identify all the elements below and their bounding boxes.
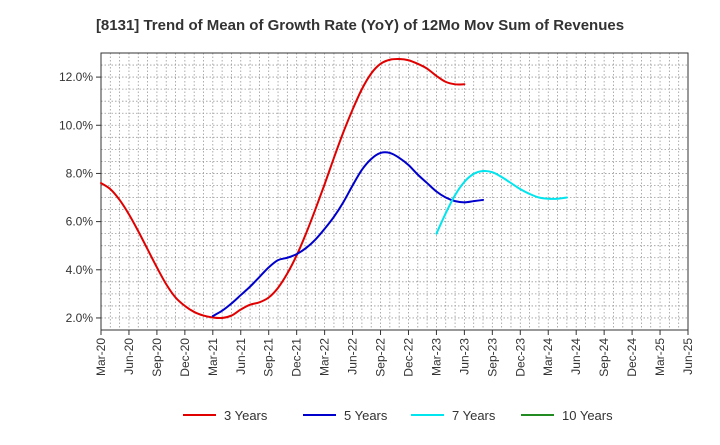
legend-item-10-years: 10 Years xyxy=(521,408,613,423)
legend-label: 7 Years xyxy=(452,408,496,423)
x-tick-label: Dec-24 xyxy=(625,338,639,377)
x-tick-label: Mar-25 xyxy=(653,338,667,376)
series-line-3-years xyxy=(100,57,466,320)
y-tick-label: 12.0% xyxy=(59,70,93,84)
x-tick-label: Jun-22 xyxy=(346,338,360,375)
x-tick-label: Sep-22 xyxy=(374,338,388,377)
legend: 3 Years 5 Years 7 Years 10 Years xyxy=(183,408,613,423)
chart-title: [8131] Trend of Mean of Growth Rate (YoY… xyxy=(96,17,624,34)
x-tick-label: Mar-21 xyxy=(206,338,220,376)
legend-item-3-years: 3 Years xyxy=(183,408,268,423)
axes: 2.0% 4.0% 6.0% 8.0% 10.0% 12.0% Mar-20 Jun-20 Se… xyxy=(59,52,695,377)
legend-label: 10 Years xyxy=(562,408,613,423)
x-tick-label: Sep-21 xyxy=(262,338,276,377)
x-tick-label: Jun-21 xyxy=(234,338,248,375)
y-tick-label: 10.0% xyxy=(59,118,93,132)
x-tick-label: Mar-20 xyxy=(94,338,108,376)
x-tick-label: Mar-23 xyxy=(429,338,443,376)
legend-item-5-years: 5 Years xyxy=(303,408,388,423)
x-tick-label: Mar-22 xyxy=(318,338,332,376)
legend-item-7-years: 7 Years xyxy=(411,408,496,423)
legend-label: 5 Years xyxy=(344,408,388,423)
x-tick-label: Dec-23 xyxy=(513,338,527,377)
x-tick-label: Dec-20 xyxy=(178,338,192,377)
x-tick-label: Jun-24 xyxy=(569,338,583,375)
x-tick-label: Jun-20 xyxy=(122,338,136,375)
x-tick-label: Sep-23 xyxy=(485,338,499,377)
series-line-7-years xyxy=(435,169,568,235)
x-tick-label: Sep-20 xyxy=(150,338,164,377)
x-tick-label: Dec-22 xyxy=(401,338,415,377)
y-tick-label: 8.0% xyxy=(66,166,94,180)
plot-border xyxy=(100,52,689,331)
x-tick-label: Jun-23 xyxy=(457,338,471,375)
x-tick-label: Sep-24 xyxy=(597,338,611,377)
plot-area xyxy=(101,53,688,330)
legend-label: 3 Years xyxy=(224,408,268,423)
x-tick-label: Mar-24 xyxy=(541,338,555,376)
series-line-5-years xyxy=(211,151,485,318)
grid xyxy=(101,53,688,330)
x-tick-label: Dec-21 xyxy=(290,338,304,377)
y-tick-label: 4.0% xyxy=(66,263,94,277)
y-tick-label: 6.0% xyxy=(66,215,94,229)
y-tick-label: 2.0% xyxy=(66,311,94,325)
series-lines xyxy=(100,57,568,320)
x-tick-label: Jun-25 xyxy=(681,338,695,375)
